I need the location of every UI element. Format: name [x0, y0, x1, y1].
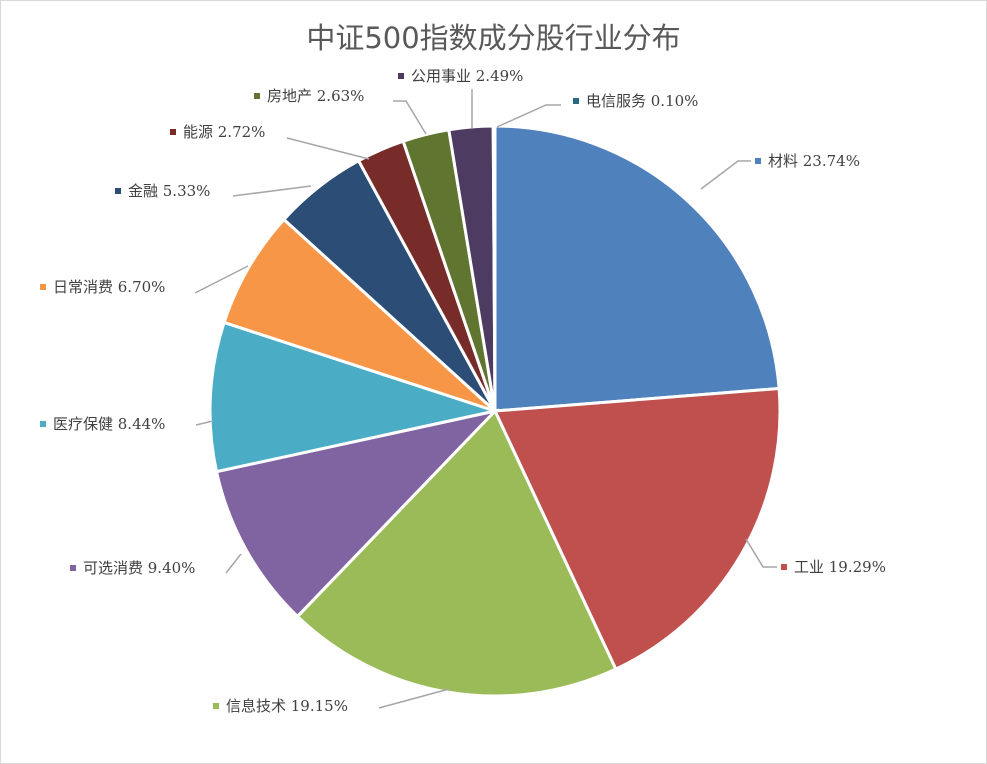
label-marker-1: [781, 564, 787, 570]
leader-line-5: [194, 265, 249, 294]
data-label-10: 电信服务 0.10%: [586, 92, 698, 110]
label-marker-10: [573, 98, 579, 104]
label-marker-9: [398, 73, 404, 79]
label-marker-5: [40, 284, 46, 290]
pie-slice-5: [222, 217, 497, 413]
pie-slice-0: [493, 124, 781, 413]
data-label-5: 日常消费 6.70%: [53, 278, 165, 296]
leader-line-3: [225, 553, 242, 574]
leader-line-8: [393, 100, 427, 135]
leader-line-6: [232, 185, 312, 197]
label-marker-2: [213, 703, 219, 709]
pie-slice-2: [295, 408, 618, 698]
pie-slice-3: [214, 408, 500, 619]
label-marker-6: [115, 188, 121, 194]
label-marker-8: [254, 93, 260, 99]
leader-line-2: [378, 688, 450, 709]
data-label-6: 金融 5.33%: [128, 182, 210, 200]
data-label-7: 能源 2.72%: [183, 123, 265, 141]
label-marker-4: [40, 421, 46, 427]
chart-title: 中证500指数成分股行业分布: [306, 21, 681, 55]
pie-slice-4: [208, 320, 501, 474]
leader-line-10: [496, 104, 561, 128]
label-marker-0: [755, 158, 761, 164]
data-label-2: 信息技术 19.15%: [226, 697, 348, 715]
label-marker-7: [170, 129, 176, 135]
data-label-8: 房地产 2.63%: [267, 87, 364, 105]
leader-line-1: [745, 538, 777, 568]
leader-line-4: [195, 420, 214, 426]
leader-line-0: [700, 160, 751, 190]
pie-slice-1: [492, 386, 782, 672]
data-label-9: 公用事业 2.49%: [411, 67, 523, 85]
leader-line-7: [286, 137, 370, 160]
data-label-0: 材料 23.74%: [768, 152, 860, 170]
data-label-1: 工业 19.29%: [794, 558, 886, 576]
pie-slice-10: [491, 124, 497, 412]
label-marker-3: [70, 565, 76, 571]
data-label-4: 医疗保健 8.44%: [53, 415, 165, 433]
data-label-3: 可选消费 9.40%: [83, 559, 195, 577]
